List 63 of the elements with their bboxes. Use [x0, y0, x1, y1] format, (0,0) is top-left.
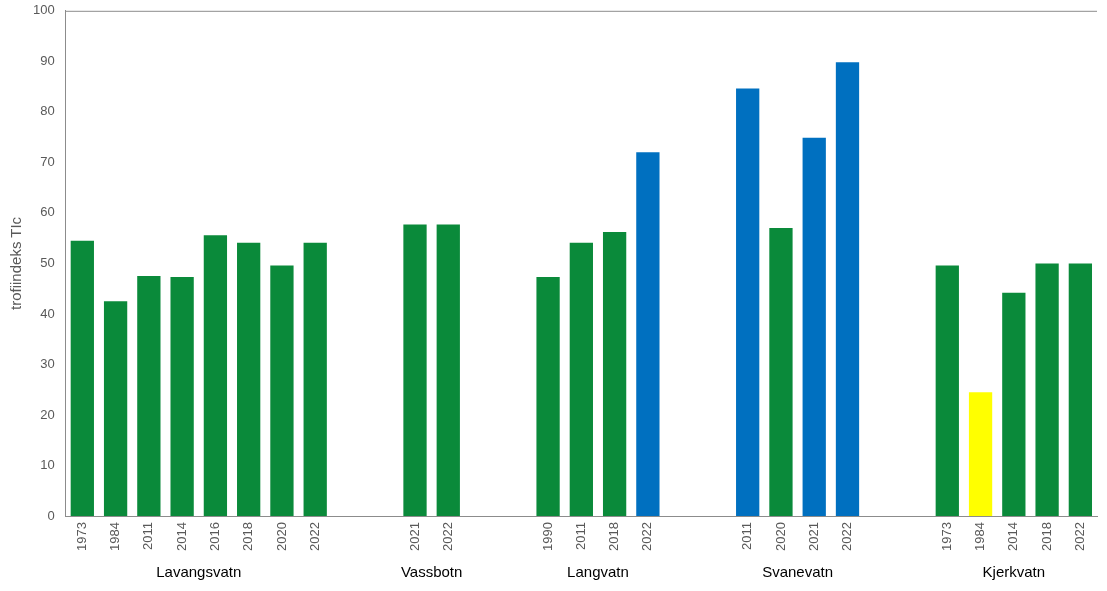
- y-tick-label: 70: [40, 153, 55, 169]
- bar: [237, 242, 261, 517]
- bar: [303, 242, 327, 517]
- x-tick-label: 2020: [772, 522, 788, 551]
- bar: [403, 224, 427, 517]
- y-tick-label: 100: [32, 2, 55, 18]
- text: Kjerkvatn: [982, 563, 1046, 581]
- bar: [602, 232, 627, 517]
- bar: [536, 277, 560, 517]
- bar: [769, 228, 793, 517]
- y-tick-label: 30: [40, 356, 55, 372]
- x-tick-label: 1973: [938, 522, 954, 551]
- bar: [203, 235, 228, 517]
- bar: [802, 137, 826, 517]
- bar: [137, 276, 161, 517]
- x-tick-label: 2011: [140, 522, 156, 551]
- x-tick-label: 2011: [572, 522, 588, 551]
- bar: [436, 224, 460, 517]
- x-tick-label: 2020: [273, 522, 289, 551]
- x-tick-label: 2022: [1071, 522, 1087, 551]
- x-tick-label: 2021: [406, 522, 422, 551]
- x-tick-label: 1984: [107, 522, 123, 551]
- y-axis-title: trofiindeks TIc: [7, 216, 25, 310]
- bar: [1002, 292, 1026, 517]
- x-tick-label: 1990: [539, 522, 555, 551]
- y-tick-label: 40: [40, 305, 55, 321]
- x-tick-label: 2021: [805, 522, 821, 551]
- bar: [170, 277, 194, 517]
- x-tick-label: 1984: [972, 522, 988, 551]
- x-tick-label: 2014: [173, 522, 189, 551]
- y-tick-label: 80: [40, 103, 55, 119]
- bar: [270, 265, 294, 517]
- bar: [1035, 263, 1059, 517]
- bar: [103, 301, 128, 517]
- y-tick-label: 50: [40, 255, 55, 271]
- x-tick-label: 2022: [439, 522, 455, 551]
- text: Vassbotn: [400, 563, 463, 581]
- bar: [835, 62, 860, 517]
- bar: [70, 240, 94, 517]
- y-tick-label: 60: [40, 204, 55, 220]
- x-tick-label: 2018: [1038, 522, 1054, 551]
- x-tick-label: 2011: [739, 522, 755, 551]
- bar: [636, 152, 660, 517]
- x-tick-label: 2018: [240, 522, 256, 551]
- bar: [1068, 263, 1093, 517]
- text: Svanevatn: [762, 563, 834, 581]
- bar: [935, 265, 959, 517]
- x-tick-label: 2018: [606, 522, 622, 551]
- x-tick-label: 2022: [306, 522, 322, 551]
- x-tick-label: 1973: [73, 522, 89, 551]
- text: Langvatn: [567, 563, 629, 581]
- bar: [968, 392, 993, 517]
- y-tick-label: 20: [40, 406, 55, 422]
- y-tick-label: 10: [40, 457, 55, 473]
- y-tick-label: 0: [47, 507, 55, 523]
- y-tick-label: 90: [40, 52, 55, 68]
- x-tick-label: 2022: [839, 522, 855, 551]
- bar: [736, 88, 760, 517]
- bar: [569, 242, 593, 517]
- x-tick-label: 2022: [639, 522, 655, 551]
- x-tick-label: 2014: [1005, 522, 1021, 551]
- text: Lavangsvatn: [156, 563, 242, 581]
- x-tick-label: 2016: [206, 522, 222, 551]
